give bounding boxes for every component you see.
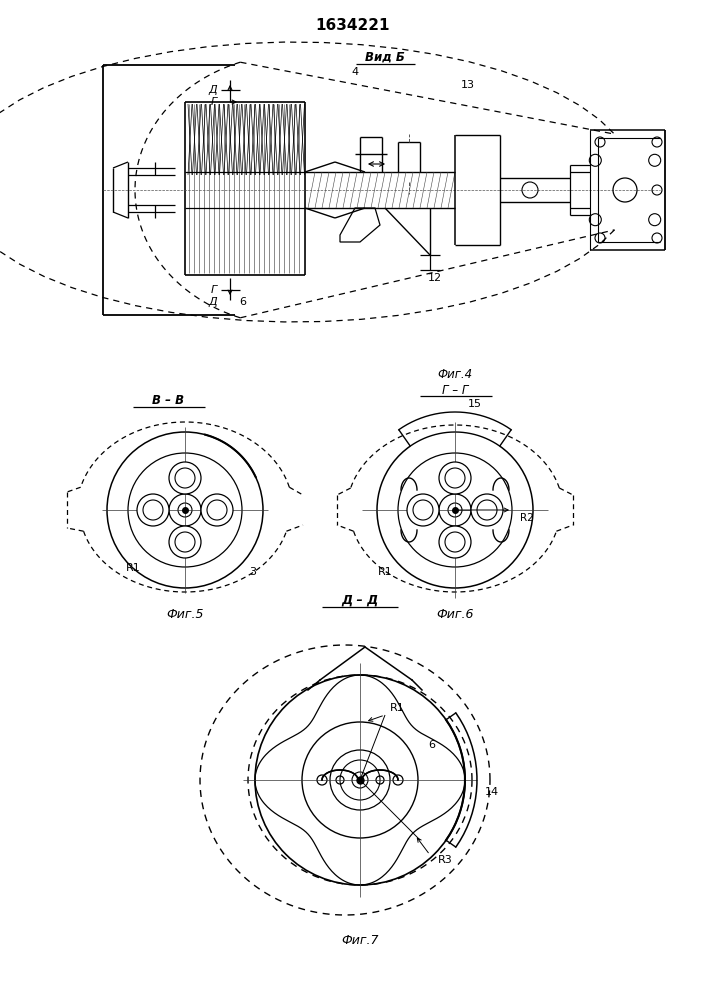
Text: R1: R1 xyxy=(390,703,404,713)
Text: В – В: В – В xyxy=(152,393,184,406)
Text: Д: Д xyxy=(209,85,217,95)
Circle shape xyxy=(439,462,471,494)
Text: Фиг.6: Фиг.6 xyxy=(436,608,474,621)
Text: Фиг.5: Фиг.5 xyxy=(166,608,204,621)
Text: 14: 14 xyxy=(485,787,499,797)
Text: 4: 4 xyxy=(351,67,358,77)
Text: Д – Д: Д – Д xyxy=(341,593,379,606)
Text: R1: R1 xyxy=(126,563,141,573)
Text: 6: 6 xyxy=(428,740,436,750)
Text: 12: 12 xyxy=(428,273,442,283)
Text: 13: 13 xyxy=(461,80,475,90)
Text: R2: R2 xyxy=(520,513,534,523)
Text: 15: 15 xyxy=(468,399,482,409)
Circle shape xyxy=(439,526,471,558)
Text: Г: Г xyxy=(211,285,217,295)
Text: 6: 6 xyxy=(240,297,247,307)
Text: Вид Б: Вид Б xyxy=(365,50,405,64)
Circle shape xyxy=(407,494,439,526)
Text: Д: Д xyxy=(209,297,217,307)
Circle shape xyxy=(169,526,201,558)
Text: Г – Г: Г – Г xyxy=(442,383,468,396)
Text: R3: R3 xyxy=(438,855,452,865)
Text: 1634221: 1634221 xyxy=(316,17,390,32)
Circle shape xyxy=(201,494,233,526)
Text: Фиг.7: Фиг.7 xyxy=(341,934,379,946)
Circle shape xyxy=(471,494,503,526)
Text: 3: 3 xyxy=(250,567,257,577)
Text: Фиг.4: Фиг.4 xyxy=(438,368,472,381)
Text: R1: R1 xyxy=(378,567,392,577)
Circle shape xyxy=(169,462,201,494)
Text: Г: Г xyxy=(211,97,217,107)
Circle shape xyxy=(137,494,169,526)
